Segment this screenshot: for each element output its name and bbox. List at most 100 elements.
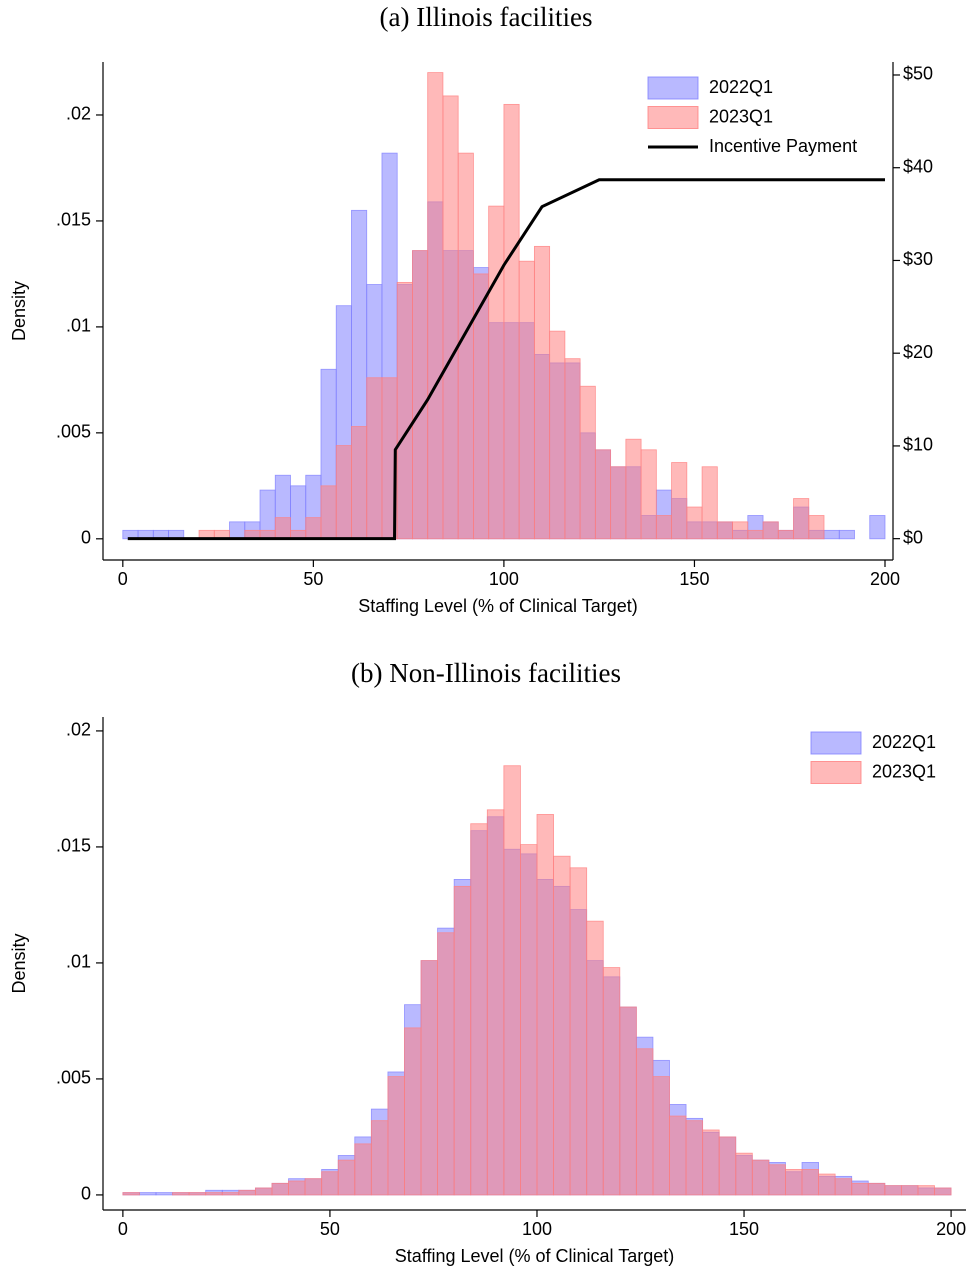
histogram-bar — [851, 1182, 869, 1196]
x-axis-label: Staffing Level (% of Clinical Target) — [395, 1246, 674, 1266]
histogram-bar — [238, 1189, 256, 1196]
histogram-bar — [304, 1178, 323, 1196]
x-tick-label: 200 — [870, 569, 900, 589]
y-tick-label: .01 — [66, 316, 91, 336]
histogram-bar — [271, 1182, 289, 1196]
y2-tick-label: $20 — [903, 342, 933, 362]
legend-swatch — [810, 761, 862, 784]
histogram-bar — [457, 152, 474, 540]
chart-title: (a) Illinois facilities — [380, 2, 593, 32]
y-tick-label: .005 — [56, 422, 91, 442]
legend-label: 2022Q1 — [872, 732, 936, 752]
histogram-bar — [553, 855, 571, 1196]
y-axis-label: Density — [9, 281, 29, 341]
legend-label: Incentive Payment — [709, 136, 857, 156]
histogram-bar — [732, 521, 749, 540]
histogram-bar — [701, 466, 718, 540]
histogram-bar — [229, 521, 246, 540]
histogram-bar — [518, 260, 535, 540]
x-tick-label: 50 — [320, 1219, 340, 1239]
histogram-bar — [370, 1120, 389, 1196]
legend-swatch — [647, 106, 699, 129]
histogram-bar — [768, 1164, 786, 1196]
histogram-bar — [686, 506, 703, 540]
histogram-bar — [549, 330, 566, 540]
histogram-bar — [751, 1159, 770, 1196]
histogram-bar — [503, 765, 521, 1196]
histogram-bar — [869, 515, 886, 540]
histogram-bar — [777, 529, 794, 540]
y-tick-label: .01 — [66, 952, 91, 972]
histogram-bar — [155, 1192, 173, 1196]
histogram-bar — [610, 466, 627, 540]
histogram-bar — [320, 485, 337, 540]
chart-title: (b) Non-Illinois facilities — [351, 658, 621, 688]
legend-label: 2023Q1 — [709, 106, 773, 126]
y-axis-label: Density — [9, 933, 29, 993]
histogram-bar — [488, 205, 505, 540]
histogram-bar — [564, 358, 581, 540]
histogram-bar — [533, 245, 551, 540]
histogram-bar — [486, 809, 505, 1196]
histogram-bar — [934, 1187, 952, 1196]
histogram-bar — [305, 517, 322, 540]
x-tick-label: 0 — [118, 569, 128, 589]
histogram-bar — [834, 1178, 853, 1196]
histogram-bar — [669, 1115, 687, 1196]
histogram-bar — [122, 1192, 140, 1196]
histogram-bar — [453, 885, 472, 1196]
histogram-bar — [335, 445, 352, 540]
y2-tick-label: $30 — [903, 249, 933, 269]
histogram-bar — [420, 960, 438, 1196]
y-tick-label: .005 — [56, 1068, 91, 1088]
x-tick-label: 150 — [729, 1219, 759, 1239]
histogram-bar — [602, 967, 621, 1196]
histogram-bar — [366, 377, 383, 540]
histogram-bar — [470, 823, 488, 1196]
histogram-bar — [594, 449, 612, 540]
histogram-bar — [747, 529, 764, 540]
histogram-bar — [823, 529, 840, 540]
x-tick-label: 50 — [303, 569, 323, 589]
y-tick-label: .02 — [66, 720, 91, 740]
histogram-bar — [716, 521, 733, 540]
histogram-bar — [274, 517, 291, 540]
histogram-bar — [221, 1192, 240, 1196]
x-tick-label: 200 — [936, 1219, 966, 1239]
y2-tick-label: $40 — [903, 156, 933, 176]
histogram-bar — [536, 814, 554, 1196]
histogram-bar — [808, 515, 825, 540]
histogram-bar — [188, 1192, 207, 1196]
histogram-bar — [337, 1159, 356, 1196]
histogram-bar — [900, 1185, 919, 1196]
histogram-bar — [569, 867, 588, 1196]
histogram-bar — [437, 932, 455, 1196]
y2-tick-label: $50 — [903, 64, 933, 84]
histogram-bar — [442, 95, 459, 540]
histogram-bar — [718, 1136, 737, 1196]
histogram-bar — [635, 1048, 654, 1196]
y-tick-label: .015 — [56, 210, 91, 230]
y-tick-label: .015 — [56, 836, 91, 856]
histogram-bar — [139, 1192, 157, 1196]
legend-swatch — [647, 76, 699, 100]
x-tick-label: 100 — [489, 569, 519, 589]
histogram-bar — [288, 1180, 306, 1196]
histogram-bar — [387, 1076, 405, 1196]
incentive-line — [127, 178, 885, 541]
histogram-bar — [652, 1076, 670, 1196]
histogram-bar — [818, 1173, 836, 1196]
histogram-bar — [172, 1192, 190, 1196]
legend-label: 2023Q1 — [872, 761, 936, 781]
histogram-bar — [671, 462, 688, 540]
histogram-bar — [625, 438, 642, 540]
y2-tick-label: $10 — [903, 435, 933, 455]
legend-swatch — [810, 731, 862, 755]
histogram-bar — [586, 920, 604, 1196]
legend-label: 2022Q1 — [709, 77, 773, 97]
histogram-bar — [351, 426, 368, 540]
histogram-bar — [354, 1143, 372, 1196]
x-tick-label: 0 — [118, 1219, 128, 1239]
histogram-bar — [520, 844, 538, 1196]
x-axis-label: Staffing Level (% of Clinical Target) — [358, 596, 637, 616]
